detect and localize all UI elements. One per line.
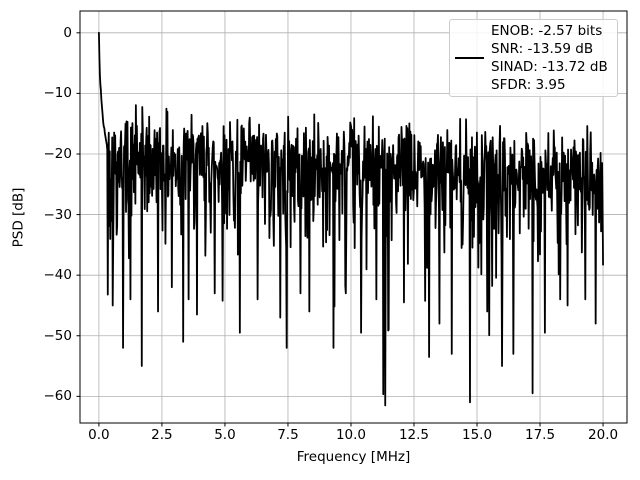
x-tick-label: 15.0: [461, 427, 493, 443]
legend-sinad-value: SINAD: -13.72 dB: [491, 59, 608, 75]
y-tick-label: −50: [43, 327, 73, 344]
y-tick-label: −60: [43, 388, 73, 405]
legend-sfdr-value: SFDR: 3.95: [491, 77, 566, 93]
y-tick-label: 0: [63, 24, 72, 41]
x-axis-label: Frequency [MHz]: [296, 449, 411, 465]
legend-enob-value: ENOB: -2.57 bits: [491, 23, 603, 39]
y-tick-label: −30: [43, 206, 73, 223]
legend-line-sample: [455, 56, 484, 60]
psd-trace: [98, 31, 604, 407]
y-tick-label: −20: [43, 145, 73, 162]
x-tick-label: 20.0: [588, 427, 619, 443]
y-tick-label: −40: [43, 267, 73, 284]
x-tick-label: 10.0: [335, 427, 366, 443]
x-tick-label: 2.5: [151, 427, 173, 443]
legend: ENOB: -2.57 bits SNR: -13.59 dB SINAD: -…: [449, 19, 618, 97]
y-tick-label: −10: [43, 85, 73, 102]
x-tick-label: 0.0: [88, 427, 110, 443]
legend-labels: ENOB: -2.57 bits SNR: -13.59 dB SINAD: -…: [491, 22, 611, 94]
y-axis-label: PSD [dB]: [10, 187, 27, 248]
x-tick-label: 17.5: [525, 427, 556, 443]
axis-tick-marks: [76, 32, 604, 427]
plot-border: [79, 10, 628, 424]
x-tick-label: 12.5: [398, 427, 430, 443]
x-tick-label: 7.5: [277, 427, 299, 443]
x-tick-label: 5.0: [214, 427, 236, 443]
legend-snr-value: SNR: -13.59 dB: [491, 41, 594, 57]
